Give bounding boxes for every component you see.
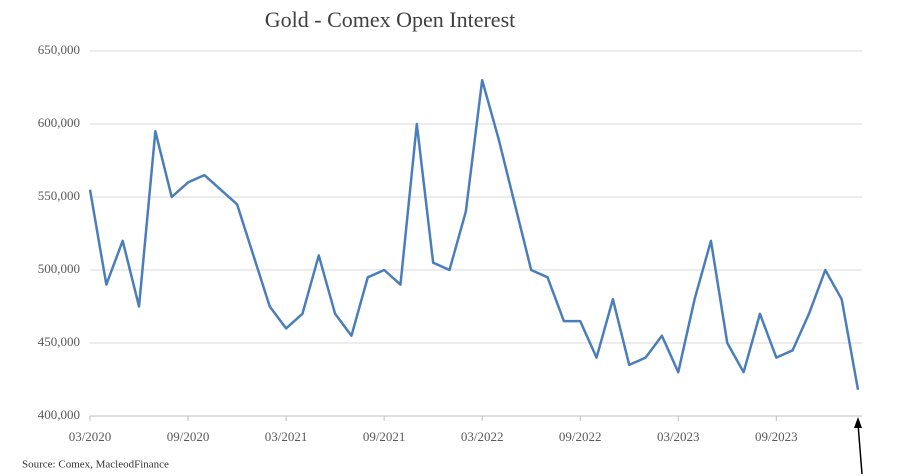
series-line — [88, 78, 860, 390]
y-tick-label: 650,000 — [38, 42, 80, 57]
chart-title: Gold - Comex Open Interest — [265, 7, 516, 32]
y-tick-label: 600,000 — [38, 115, 80, 130]
arrow — [857, 423, 863, 475]
source-note: Source: Comex, MacleodFinance — [22, 459, 169, 471]
x-tick-label: 03/2021 — [265, 429, 308, 444]
y-tick-label: 400,000 — [38, 407, 80, 422]
y-tick-label: 550,000 — [38, 188, 80, 203]
x-tick-label: 09/2021 — [363, 429, 406, 444]
x-tick-label: 09/2020 — [167, 429, 210, 444]
y-tick-label: 500,000 — [38, 261, 80, 276]
arrow-head — [854, 417, 862, 428]
x-tick-label: 09/2023 — [755, 429, 798, 444]
x-tick-label: 03/2020 — [69, 429, 112, 444]
y-tick-label: 450,000 — [38, 334, 80, 349]
x-tick-label: 03/2023 — [657, 429, 700, 444]
x-tick-label: 03/2022 — [461, 429, 504, 444]
x-tick-label: 09/2022 — [559, 429, 602, 444]
